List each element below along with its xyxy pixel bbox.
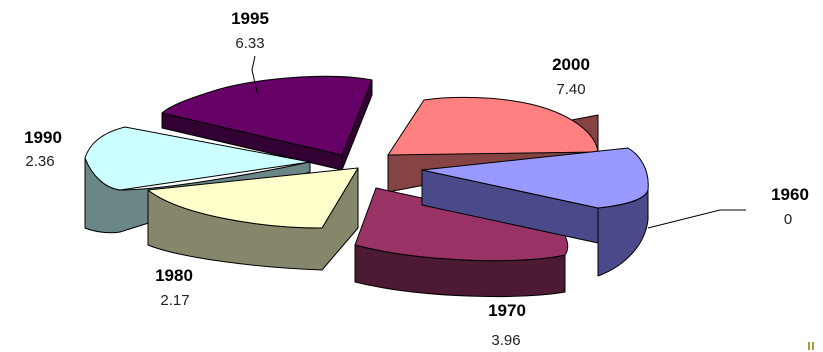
corner-mark-icon [808, 342, 814, 350]
slice-1960 [421, 147, 649, 277]
label-year-2000: 2000 [552, 55, 590, 74]
slice-2000-top [387, 96, 599, 156]
slice-1980-top [147, 167, 359, 229]
slice-1995-top [161, 75, 373, 156]
label-year-1970: 1970 [488, 301, 526, 320]
slice-1960-top [421, 147, 649, 209]
leader-line-1995 [251, 55, 259, 97]
label-year-1990: 1990 [24, 128, 62, 147]
slice-1970 [354, 187, 569, 298]
label-value-1960: 0 [784, 211, 792, 228]
label-year-1960: 1960 [771, 185, 809, 204]
slice-1990-top [84, 126, 311, 191]
label-value-2000: 7.40 [556, 81, 585, 98]
leader-line-1960 [647, 209, 746, 229]
label-value-1990: 2.36 [25, 153, 54, 170]
label-year-1980: 1980 [155, 266, 193, 285]
label-value-1980: 2.17 [160, 292, 189, 309]
label-year-1995: 1995 [231, 9, 269, 28]
slice-1980 [147, 167, 359, 271]
label-value-1970: 3.96 [491, 332, 520, 349]
slice-1995 [161, 75, 373, 171]
label-value-1995: 6.33 [235, 35, 264, 52]
